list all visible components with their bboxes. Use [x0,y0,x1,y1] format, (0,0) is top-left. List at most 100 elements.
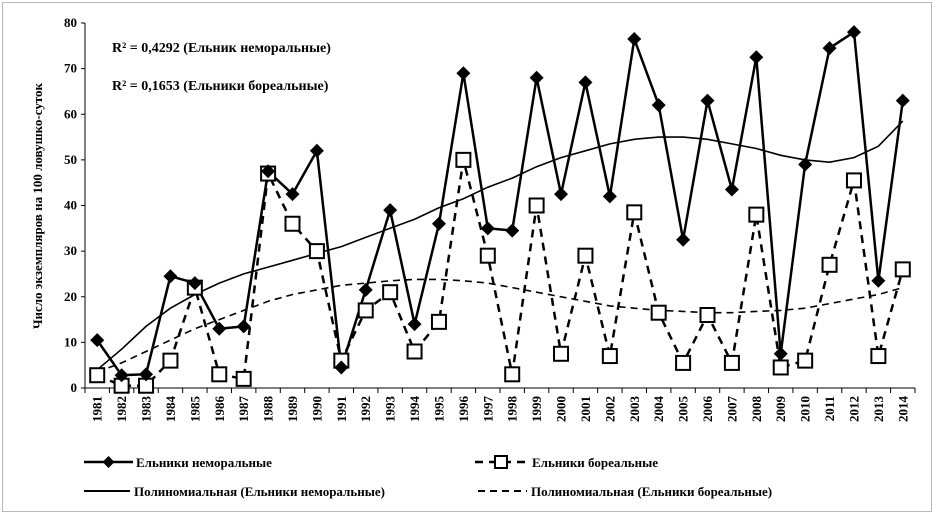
y-tick-label: 0 [71,380,78,395]
x-tick-label: 1983 [139,396,154,423]
legend-item-boreal: Ельники бореальные [475,455,658,470]
nemoral-point [700,93,715,108]
legend: Ельники неморальные Ельники бореальные П… [84,455,772,499]
x-tick-label: 2008 [749,396,764,423]
nemoral-point [456,66,471,81]
series-line-nemoral [96,30,905,377]
x-tick-label: 1981 [90,396,105,422]
nemoral-point [114,368,129,383]
boreal-point [382,284,399,301]
boreal-point [504,366,521,383]
boreal-point [626,204,643,221]
boreal-point [797,352,814,369]
tick-labels: 0 10 20 30 40 50 60 70 80 1981 1982 1983 1984 1985 198… [64,15,910,422]
nemoral-point [383,203,398,218]
boreal-point [308,243,325,260]
boreal-point [430,313,447,330]
legend-marker-diamond [102,456,115,468]
y-tick-label: 30 [64,243,77,258]
nemoral-point [554,187,569,202]
trend-line-nemoral [96,120,904,371]
x-tick-label: 1996 [456,396,471,423]
boreal-point [675,354,692,371]
legend-item-poly-boreal: Полиномиальная (Ельники бореальные) [478,484,772,499]
nemoral-point [773,346,788,361]
x-tick-label: 1993 [383,396,398,423]
nemoral-point [651,98,666,113]
nemoral-point [602,189,617,204]
nemoral-point [480,221,495,236]
boreal-point [748,206,765,223]
nemoral-point [724,182,739,197]
x-tick-label: 2013 [871,396,886,423]
x-tick-label: 1999 [529,396,544,423]
x-tick-label: 2010 [798,396,813,422]
y-tick-label: 70 [64,61,77,76]
x-tick-label: 1986 [212,396,227,423]
nemoral-point [334,360,349,375]
x-tick-label: 2009 [773,396,788,423]
x-tick-label: 2006 [700,396,715,423]
y-axis-label: Число экземпляров на 100 ловушко-суток [30,82,45,329]
x-tick-label: 1990 [309,396,324,422]
boreal-point [577,247,594,264]
series-markers [89,25,911,394]
boreal-point [553,345,570,362]
legend-label-boreal: Ельники бореальные [532,455,658,470]
nemoral-point [407,317,422,332]
x-tick-label: 1995 [431,396,446,423]
boreal-point [455,151,472,168]
nemoral-point [90,333,105,348]
nemoral-point [505,223,520,238]
boreal-point [528,197,545,214]
nemoral-point [578,75,593,90]
x-tick-label: 2005 [676,396,691,423]
nemoral-point [431,216,446,231]
legend-marker-square [494,455,508,469]
boreal-point [235,370,252,387]
nemoral-point [798,157,813,172]
boreal-point [772,359,789,376]
x-tick-label: 1997 [480,396,495,423]
boreal-point [845,172,862,189]
legend-item-nemoral: Ельники неморальные [84,455,272,470]
nemoral-point [212,321,227,336]
x-tick-label: 2011 [822,396,837,421]
x-tick-label: 1984 [163,396,178,423]
y-tick-label: 10 [64,334,77,349]
nemoral-point [749,50,764,65]
nemoral-point [261,164,276,179]
nemoral-point [163,269,178,284]
x-tick-label: 2000 [554,396,569,422]
nemoral-point [822,41,837,56]
x-tick-label: 2012 [846,396,861,422]
x-tick-label: 1991 [334,396,349,422]
nemoral-point [358,282,373,297]
legend-label-poly-nemoral: Полиномиальная (Ельники неморальные) [134,484,385,499]
trend-line-boreal [96,278,904,373]
boreal-point [211,366,228,383]
boreal-point [601,348,618,365]
x-tick-label: 2007 [724,396,739,423]
x-tick-label: 1994 [407,396,422,423]
nemoral-point [871,273,886,288]
series-lines [96,30,905,387]
nemoral-point [187,276,202,291]
series-line-boreal [96,159,905,387]
y-tick-label: 80 [64,15,77,30]
nemoral-point [139,367,154,382]
x-tick-label: 2004 [651,396,666,423]
boreal-point [870,348,887,365]
legend-item-poly-nemoral: Полиномиальная (Ельники неморальные) [84,484,385,499]
x-tick-label: 1985 [187,396,202,423]
boreal-point [894,261,911,278]
chart-axes [81,22,916,393]
y-tick-label: 50 [64,152,77,167]
boreal-point [699,307,716,323]
x-tick-label: 2002 [602,396,617,422]
nemoral-point [236,319,251,334]
boreal-point [357,302,374,319]
boreal-point [723,354,740,371]
